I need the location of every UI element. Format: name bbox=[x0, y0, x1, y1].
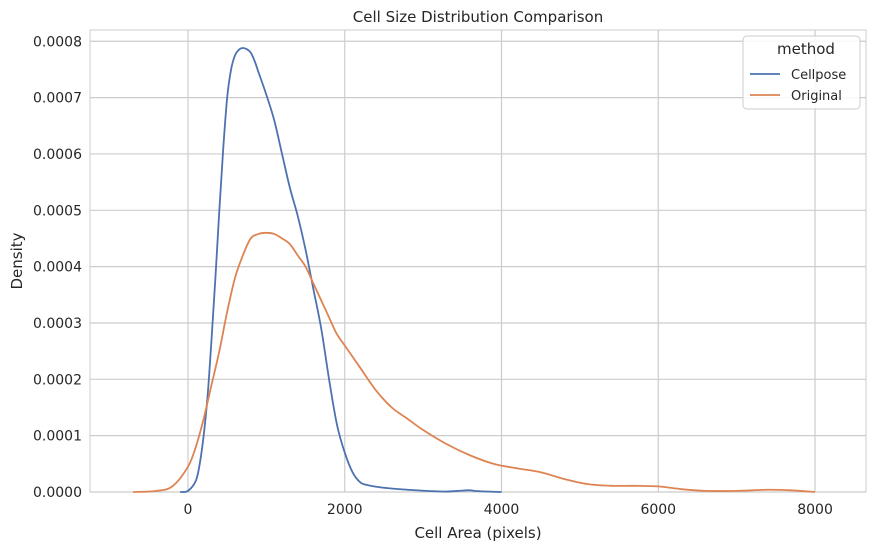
tick-labels: 0 2000 4000 6000 8000 0.0000 0.0001 0.0002 0.000… bbox=[33, 34, 833, 518]
y-tick-label: 0.0000 bbox=[33, 485, 82, 501]
legend: method Cellpose Original bbox=[742, 35, 861, 110]
x-tick-label: 6000 bbox=[640, 502, 676, 518]
x-axis-label: Cell Area (pixels) bbox=[414, 524, 541, 542]
series-line-original bbox=[133, 231, 816, 493]
y-tick-label: 0.0003 bbox=[33, 316, 82, 332]
legend-box bbox=[742, 35, 861, 110]
legend-label-original: Original bbox=[791, 89, 842, 104]
x-tick-label: 8000 bbox=[797, 502, 833, 518]
legend-label-cellpose: Cellpose bbox=[791, 68, 846, 83]
chart-title: Cell Size Distribution Comparison bbox=[353, 8, 603, 26]
series-lines bbox=[133, 47, 816, 493]
y-tick-label: 0.0006 bbox=[33, 147, 82, 163]
x-tick-label: 4000 bbox=[484, 502, 520, 518]
y-axis-label: Density bbox=[8, 232, 26, 289]
y-tick-label: 0.0005 bbox=[33, 203, 82, 219]
x-tick-label: 0 bbox=[184, 502, 193, 518]
y-tick-label: 0.0008 bbox=[33, 34, 82, 50]
y-tick-label: 0.0002 bbox=[33, 372, 82, 388]
y-tick-label: 0.0007 bbox=[33, 91, 82, 107]
legend-title: method bbox=[777, 40, 835, 58]
y-tick-label: 0.0004 bbox=[33, 260, 82, 276]
x-tick-label: 2000 bbox=[327, 502, 363, 518]
series-line-cellpose bbox=[180, 47, 502, 493]
y-tick-label: 0.0001 bbox=[33, 429, 82, 445]
